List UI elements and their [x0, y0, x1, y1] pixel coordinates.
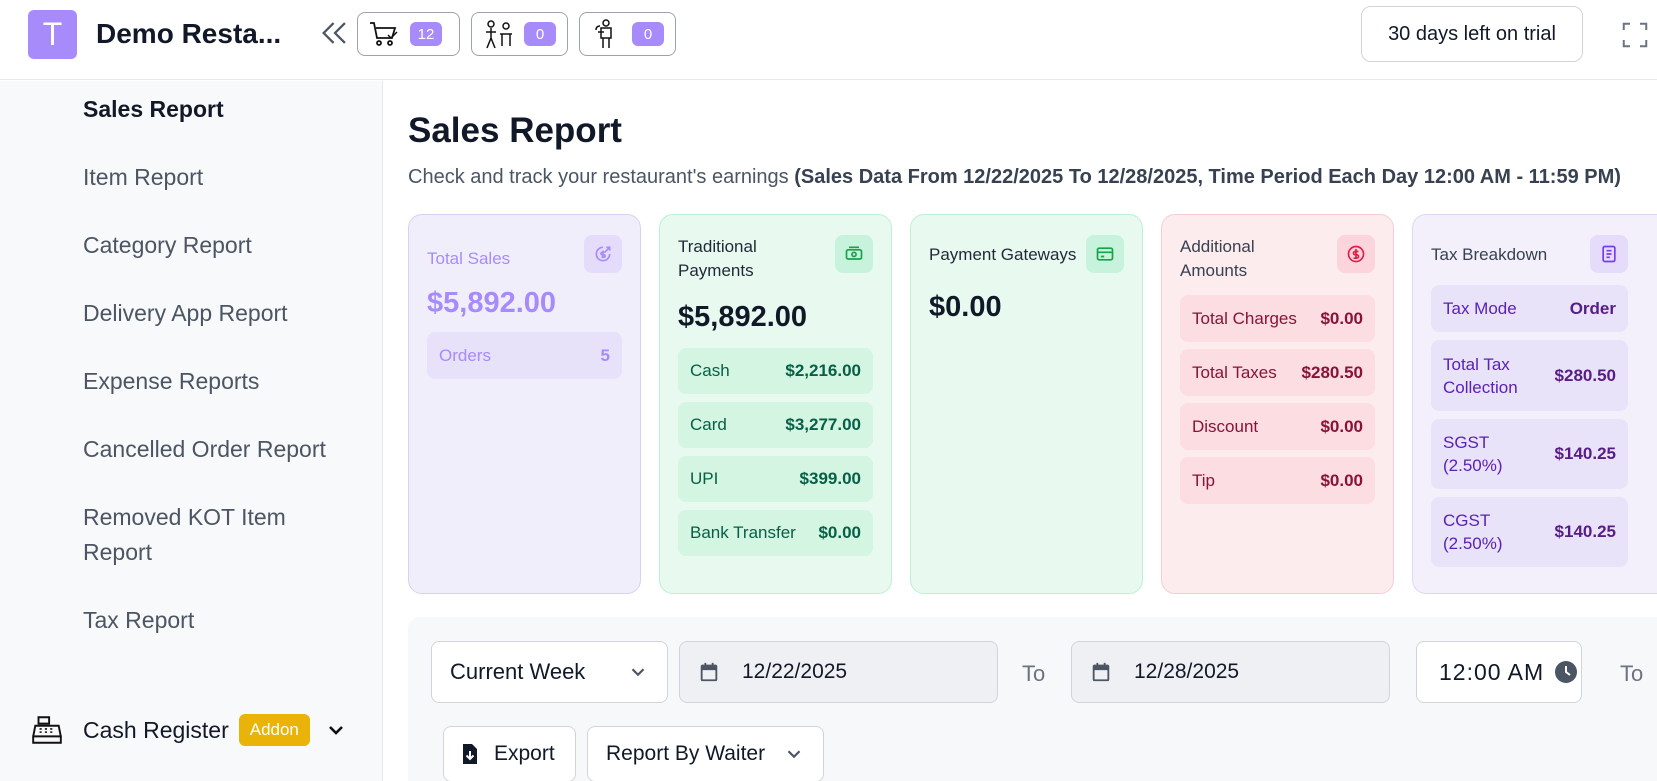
additional-row-total-charges: Total Charges $0.00: [1180, 295, 1375, 342]
from-date-input[interactable]: 12/22/2025: [679, 641, 998, 703]
tax-breakdown-card: Tax Breakdown Tax Mode Order Total Tax Co…: [1412, 214, 1657, 594]
chevron-down-icon[interactable]: [324, 718, 348, 742]
tables-badge-button[interactable]: 0: [471, 12, 568, 56]
calendar-icon: [700, 662, 718, 682]
receipt-icon: [1590, 235, 1628, 273]
waiter-count: 0: [632, 22, 664, 46]
to-date-input[interactable]: 12/28/2025: [1071, 641, 1390, 703]
additional-row-total-taxes: Total Taxes $280.50: [1180, 349, 1375, 396]
traditional-payments-amount: $5,892.00: [678, 301, 808, 333]
sidebar-item-delivery-app-report[interactable]: Delivery App Report: [83, 300, 288, 326]
payment-gateways-card: Payment Gateways $0.00: [910, 214, 1143, 594]
collapse-sidebar-icon[interactable]: [318, 16, 352, 50]
orders-badge-button[interactable]: 12: [357, 12, 460, 56]
credit-card-icon: [1086, 235, 1124, 273]
chevron-down-icon: [787, 750, 801, 759]
top-bar: T Demo Resta... 12 0 0 30 days left on t…: [0, 0, 1657, 80]
orders-row: Orders 5: [427, 332, 622, 379]
card-title: Total Sales: [427, 249, 511, 268]
page-title: Sales Report: [408, 111, 622, 150]
tables-count: 0: [524, 22, 556, 46]
waiter-badge-button[interactable]: 0: [579, 12, 676, 56]
waiter-icon: [595, 19, 612, 48]
app-logo[interactable]: T: [28, 10, 77, 59]
sidebar-item-removed-kot-item-report[interactable]: Removed KOT Item: [83, 504, 286, 530]
addon-badge: Addon: [238, 714, 310, 746]
dollar-trend-icon: [584, 235, 622, 273]
sidebar-item-cash-register[interactable]: Cash Register Addon: [30, 713, 348, 747]
card-title: Traditional Payments: [678, 237, 757, 280]
additional-amounts-card: Additional Amounts Total Charges $0.00 To…: [1161, 214, 1394, 594]
card-title: Tax Breakdown: [1431, 245, 1548, 264]
sidebar-item-sales-report[interactable]: Sales Report: [83, 96, 224, 122]
tax-row-sgst: SGST (2.50%) $140.25: [1431, 419, 1628, 489]
sidebar-item-expense-reports[interactable]: Expense Reports: [83, 368, 260, 394]
payment-row-cash: Cash $2,216.00: [678, 348, 873, 394]
table-service-icon: [486, 20, 512, 49]
orders-count: 12: [410, 22, 442, 46]
tax-row-tax-mode: Tax Mode Order: [1431, 285, 1628, 332]
to-time-label: To: [1620, 661, 1644, 686]
export-button[interactable]: Export: [443, 726, 576, 781]
tax-row-total-collection: Total Tax Collection $280.50: [1431, 340, 1628, 411]
restaurant-name[interactable]: Demo Resta...: [96, 18, 282, 49]
sidebar-item-removed-kot-item-report-line2[interactable]: Report: [83, 539, 153, 565]
chevron-down-icon: [631, 668, 645, 677]
sidebar-item-item-report[interactable]: Item Report: [83, 164, 204, 190]
dollar-circle-icon: [1337, 235, 1375, 273]
total-sales-amount: $5,892.00: [427, 287, 557, 319]
clock-icon: [1555, 661, 1578, 683]
calendar-icon: [1092, 662, 1110, 682]
page-subtitle: Check and track your restaurant's earnin…: [408, 166, 1621, 188]
trial-button[interactable]: 30 days left on trial: [1361, 6, 1583, 62]
tax-row-cgst: CGST (2.50%) $140.25: [1431, 497, 1628, 567]
sidebar-item-category-report[interactable]: Category Report: [83, 232, 252, 258]
date-range-summary: (Sales Data From 12/22/2025 To 12/28/202…: [794, 166, 1621, 188]
card-title: Payment Gateways: [929, 245, 1077, 264]
cash-register-icon: [32, 716, 62, 744]
shopping-cart-icon: [370, 22, 398, 46]
to-label: To: [1022, 661, 1046, 686]
period-select[interactable]: Current Week: [431, 641, 668, 703]
cash-icon: [835, 235, 873, 273]
payment-gateways-amount: $0.00: [929, 291, 1002, 323]
cash-register-label: Cash Register: [83, 716, 229, 743]
total-sales-card: Total Sales $5,892.00 Orders 5: [408, 214, 641, 594]
payment-row-card: Card $3,277.00: [678, 402, 873, 448]
filter-panel: Current Week 12/22/2025 To 12/28/2025 12…: [408, 617, 1657, 781]
additional-row-tip: Tip $0.00: [1180, 457, 1375, 504]
card-title: Additional Amounts: [1180, 237, 1255, 280]
report-by-select[interactable]: Report By Waiter: [587, 726, 824, 781]
sidebar-item-cancelled-order-report[interactable]: Cancelled Order Report: [83, 436, 326, 462]
traditional-payments-card: Traditional Payments $5,892.00 Cash $2,21…: [659, 214, 892, 594]
fullscreen-icon[interactable]: [1620, 20, 1650, 50]
download-icon: [463, 744, 477, 764]
payment-row-bank-transfer: Bank Transfer $0.00: [678, 510, 873, 556]
additional-row-discount: Discount $0.00: [1180, 403, 1375, 450]
sidebar-item-tax-report[interactable]: Tax Report: [83, 607, 195, 633]
sidebar: Sales Report Item Report Category Report…: [0, 81, 383, 781]
payment-row-upi: UPI $399.00: [678, 456, 873, 502]
start-time-input[interactable]: 12:00 AM: [1416, 641, 1582, 703]
